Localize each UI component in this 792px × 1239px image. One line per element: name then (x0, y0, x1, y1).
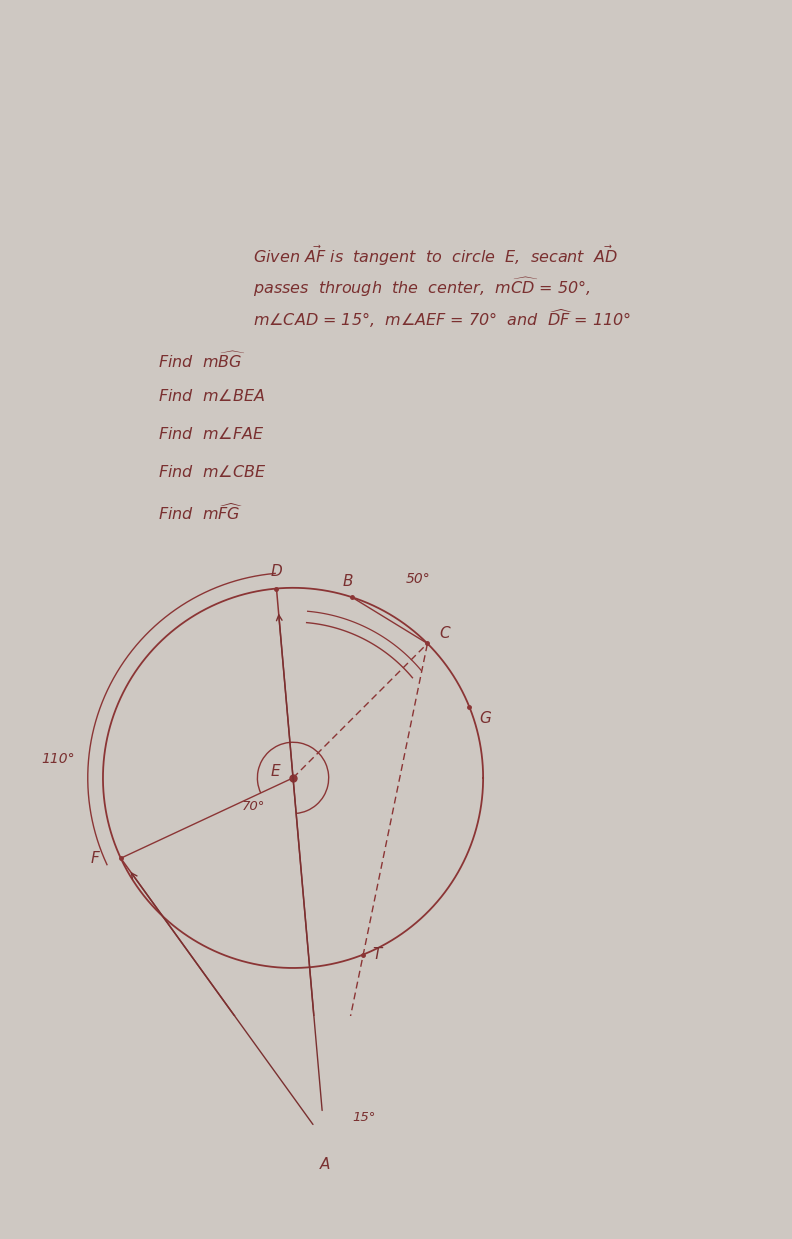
Text: B: B (343, 574, 353, 589)
Text: 70°: 70° (242, 799, 265, 813)
Text: A: A (320, 1157, 330, 1172)
Text: D: D (271, 564, 283, 579)
Text: Find  m$\angle$CBE: Find m$\angle$CBE (158, 465, 267, 481)
Text: Find  m$\angle$FAE: Find m$\angle$FAE (158, 426, 265, 442)
Text: T: T (373, 947, 383, 961)
Text: Find  m$\widehat{FG}$: Find m$\widehat{FG}$ (158, 502, 244, 523)
Text: Find  m$\widehat{BG}$: Find m$\widehat{BG}$ (158, 351, 246, 370)
Text: C: C (440, 627, 450, 642)
Text: 50°: 50° (406, 572, 430, 586)
Text: E: E (271, 764, 280, 779)
Text: Find  m$\angle$BEA: Find m$\angle$BEA (158, 388, 265, 404)
Text: 110°: 110° (41, 752, 75, 766)
Text: m$\angle$CAD = 15°,  m$\angle$AEF = 70°  and  $\widehat{DF}$ = 110°: m$\angle$CAD = 15°, m$\angle$AEF = 70° a… (253, 307, 632, 330)
Text: G: G (479, 711, 491, 726)
Text: passes  through  the  center,  m$\widehat{CD}$ = 50°,: passes through the center, m$\widehat{CD… (253, 275, 591, 299)
Text: 15°: 15° (352, 1111, 376, 1124)
Text: Given $\vec{AF}$ is  tangent  to  circle  E,  secant  $\vec{AD}$: Given $\vec{AF}$ is tangent to circle E,… (253, 243, 619, 268)
Text: F: F (91, 851, 100, 866)
